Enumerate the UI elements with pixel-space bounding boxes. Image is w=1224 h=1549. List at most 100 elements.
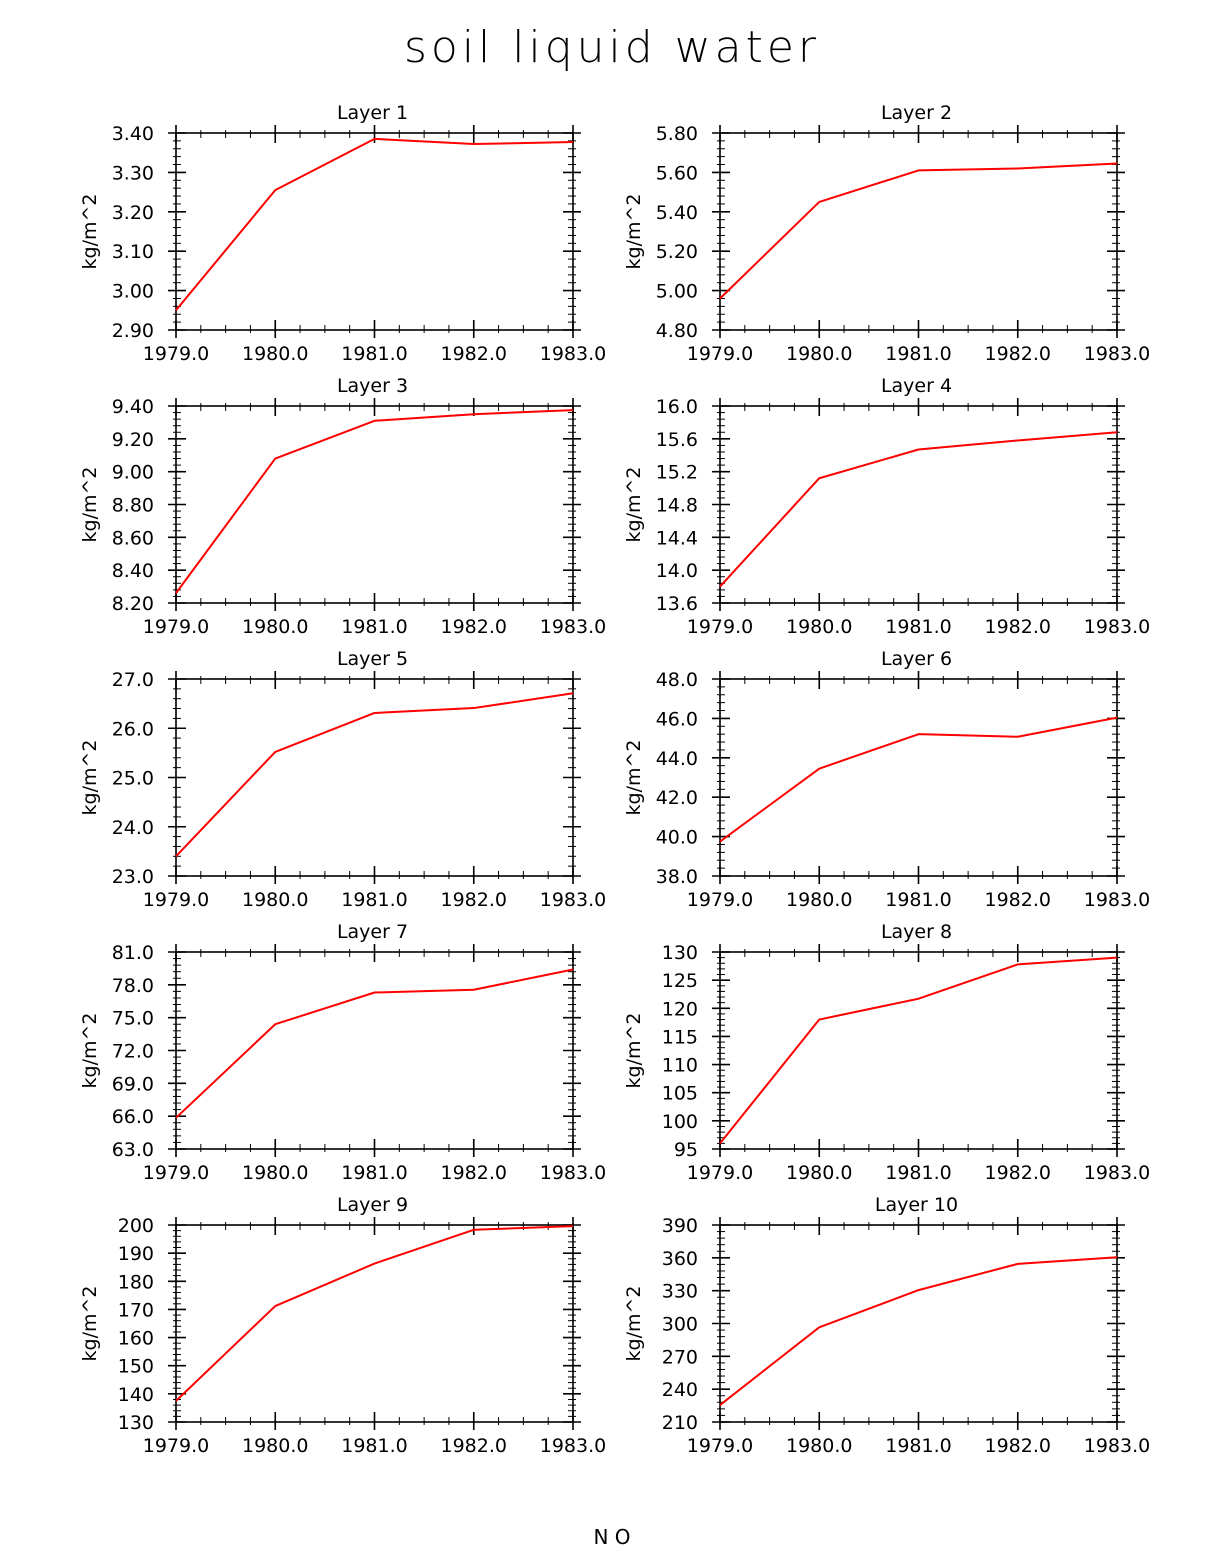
panel-layer-4: Layer 4 kg/m^2 1979.0 1980.0 1981.0 1982.0 198… (623, 375, 1150, 638)
panel-layer-6: Layer 6 kg/m^2 1979.0 1980.0 1981.0 1982.0 198… (623, 648, 1150, 911)
y-tick-label: 3.20 (112, 202, 154, 224)
x-tick-label: 1981.0 (885, 889, 951, 911)
panel-title: Layer 6 (881, 648, 952, 670)
y-axis-title: kg/m^2 (79, 1286, 101, 1362)
x-tick-label: 1980.0 (786, 343, 852, 365)
x-tick-label: 1979.0 (143, 616, 209, 638)
y-tick-label: 3.10 (112, 241, 154, 263)
panel-title: Layer 10 (875, 1194, 958, 1216)
x-tick-label: 1982.0 (441, 616, 507, 638)
y-tick-label: 15.6 (656, 429, 698, 451)
x-tick-label: 1979.0 (143, 343, 209, 365)
y-tick-label: 5.20 (656, 241, 698, 263)
y-tick-label: 14.0 (656, 560, 698, 582)
y-tick-label: 72.0 (112, 1041, 154, 1063)
x-tick-label: 1982.0 (985, 616, 1051, 638)
y-tick-label: 360 (662, 1248, 698, 1270)
y-tick-label: 5.00 (656, 281, 698, 303)
y-tick-label: 38.0 (656, 866, 698, 888)
x-tick-label: 1980.0 (786, 889, 852, 911)
y-tick-label: 27.0 (112, 669, 154, 691)
panel-title: Layer 5 (337, 648, 408, 670)
y-tick-label: 26.0 (112, 718, 154, 740)
y-axis-title: kg/m^2 (623, 1286, 645, 1362)
y-tick-label: 190 (118, 1243, 154, 1265)
plot-frame (719, 405, 1118, 604)
y-tick-label: 300 (662, 1314, 698, 1336)
y-tick-label: 170 (118, 1299, 154, 1321)
y-tick-label: 63.0 (112, 1139, 154, 1161)
y-axis-title: kg/m^2 (623, 194, 645, 270)
x-tick-label: 1982.0 (985, 1435, 1051, 1457)
panel-title: Layer 4 (881, 375, 952, 397)
x-tick-label: 1982.0 (441, 343, 507, 365)
y-tick-label: 100 (662, 1111, 698, 1133)
series-line (175, 692, 574, 857)
y-tick-label: 95 (674, 1139, 698, 1161)
x-tick-label: 1980.0 (786, 1162, 852, 1184)
x-tick-label: 1979.0 (143, 1435, 209, 1457)
panel-title: Layer 9 (337, 1194, 408, 1216)
y-tick-label: 150 (118, 1356, 154, 1378)
y-tick-label: 200 (118, 1215, 154, 1237)
series-line (175, 409, 574, 594)
y-tick-label: 15.2 (656, 462, 698, 484)
x-tick-label: 1981.0 (341, 343, 407, 365)
y-axis-title: kg/m^2 (623, 740, 645, 816)
plot-frame (719, 951, 1118, 1150)
plot-frame (719, 132, 1118, 331)
plot-frame (719, 1224, 1118, 1423)
plot-frame (175, 1224, 574, 1423)
y-tick-label: 75.0 (112, 1008, 154, 1030)
x-tick-label: 1980.0 (786, 616, 852, 638)
y-tick-label: 78.0 (112, 975, 154, 997)
x-tick-label: 1981.0 (885, 1162, 951, 1184)
plot-frame (175, 405, 574, 604)
x-tick-label: 1982.0 (441, 889, 507, 911)
y-tick-label: 180 (118, 1271, 154, 1293)
y-tick-label: 3.30 (112, 162, 154, 184)
series-line (175, 1225, 574, 1402)
x-tick-label: 1979.0 (687, 616, 753, 638)
plot-frame (175, 678, 574, 877)
x-tick-label: 1981.0 (885, 1435, 951, 1457)
plot-frame (719, 678, 1118, 877)
x-tick-label: 1979.0 (687, 1435, 753, 1457)
x-tick-label: 1981.0 (341, 1162, 407, 1184)
x-tick-label: 1980.0 (242, 616, 308, 638)
series-line (175, 968, 574, 1119)
series-line (719, 716, 1118, 843)
y-tick-label: 130 (662, 942, 698, 964)
x-tick-label: 1983.0 (1084, 1435, 1150, 1457)
y-tick-label: 13.6 (656, 593, 698, 615)
y-tick-label: 3.00 (112, 281, 154, 303)
x-tick-label: 1980.0 (242, 1435, 308, 1457)
panel-layer-8: Layer 8 kg/m^2 1979.0 1980.0 1981.0 1982.0 198… (623, 921, 1150, 1184)
y-tick-label: 110 (662, 1055, 698, 1077)
y-tick-label: 42.0 (656, 787, 698, 809)
panel-layer-3: Layer 3 kg/m^2 1979.0 1980.0 1981.0 1982.0 198… (79, 375, 606, 638)
x-tick-label: 1983.0 (540, 1435, 606, 1457)
x-tick-label: 1979.0 (143, 889, 209, 911)
y-tick-label: 8.20 (112, 593, 154, 615)
y-tick-label: 8.80 (112, 495, 154, 517)
y-tick-label: 5.60 (656, 162, 698, 184)
y-tick-label: 330 (662, 1281, 698, 1303)
y-tick-label: 66.0 (112, 1106, 154, 1128)
figure-title: soil liquid water (403, 22, 821, 73)
panel-layer-2: Layer 2 kg/m^2 1979.0 1980.0 1981.0 1982.0 198… (623, 102, 1150, 365)
panel-layer-7: Layer 7 kg/m^2 1979.0 1980.0 1981.0 1982.0 198… (79, 921, 606, 1184)
y-tick-label: 3.40 (112, 123, 154, 145)
x-tick-label: 1982.0 (985, 343, 1051, 365)
plot-frame (175, 132, 574, 331)
x-tick-label: 1983.0 (1084, 343, 1150, 365)
y-tick-label: 5.40 (656, 202, 698, 224)
y-tick-label: 16.0 (656, 396, 698, 418)
panel-title: Layer 3 (337, 375, 408, 397)
y-tick-label: 24.0 (112, 817, 154, 839)
x-tick-label: 1983.0 (1084, 889, 1150, 911)
y-axis-title: kg/m^2 (79, 1013, 101, 1089)
x-tick-label: 1981.0 (885, 343, 951, 365)
x-tick-label: 1980.0 (786, 1435, 852, 1457)
y-tick-label: 270 (662, 1346, 698, 1368)
